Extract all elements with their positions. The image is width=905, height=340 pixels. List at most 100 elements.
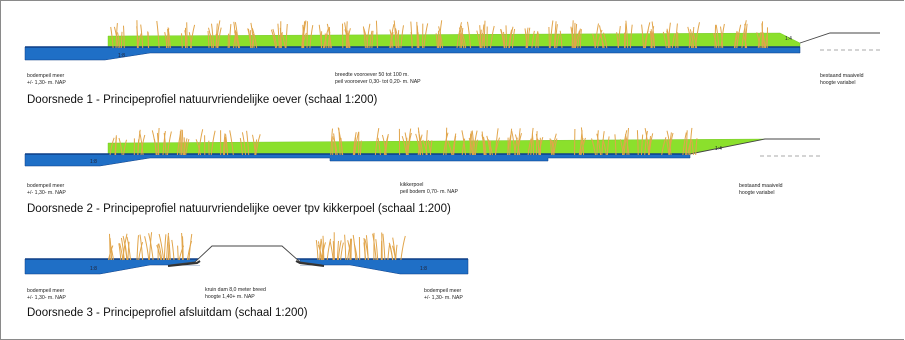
reed-stem — [156, 20, 160, 49]
reed-stem — [548, 26, 550, 49]
section-1-water — [24, 46, 801, 61]
reed-stem — [550, 139, 555, 156]
reed-stem — [667, 22, 671, 49]
reed-stem — [524, 28, 528, 49]
reed-stem — [623, 138, 627, 156]
section-1-title: Doorsnede 1 - Principeprofiel natuurvrie… — [27, 94, 377, 106]
reed-stem — [577, 28, 581, 49]
reed-stem — [234, 22, 240, 49]
reed-stem — [326, 238, 332, 261]
reed-stem — [181, 232, 184, 261]
reed-stem — [553, 21, 557, 49]
reed-stem — [344, 234, 347, 261]
section-2-label-left-line2: +/- 1,30- m. NAP — [27, 190, 66, 196]
reed-stem — [694, 22, 700, 49]
reed-stem — [395, 28, 400, 49]
reed-stem — [319, 239, 322, 261]
reed-stem — [527, 138, 532, 156]
reed-stem — [526, 27, 531, 49]
reed-stem — [580, 127, 585, 156]
reed-stem — [481, 33, 486, 49]
reed-stem — [644, 22, 651, 49]
reed-stem — [353, 137, 357, 156]
reed-stem — [460, 27, 464, 49]
reed-stem — [255, 134, 261, 156]
reed-stem — [177, 245, 179, 261]
reed-stem — [156, 244, 162, 261]
reed-stem — [228, 24, 232, 49]
reed-stem — [456, 22, 462, 49]
reed-stem — [596, 130, 599, 156]
section-2-label-mid-line2: peil bodem 0,70- m. NAP — [400, 189, 458, 195]
reed-stem — [687, 140, 692, 156]
reed-stem — [122, 235, 128, 261]
reed-stem — [340, 242, 344, 261]
reed-stem — [573, 22, 576, 49]
reed-stem — [383, 133, 389, 156]
reed-stem — [675, 23, 678, 49]
reed-stem — [531, 30, 535, 49]
reed-stem — [381, 232, 383, 261]
section-2-title: Doorsnede 2 - Principeprofiel natuurvrie… — [27, 203, 451, 215]
reed-stem — [666, 130, 672, 156]
reed-stem — [535, 31, 539, 49]
reed-stem — [122, 233, 128, 261]
reed-stem — [599, 25, 604, 49]
reed-stem — [720, 23, 725, 49]
reed-stem — [666, 30, 670, 49]
reed-stem — [126, 236, 131, 261]
reed-stem — [207, 30, 210, 49]
reed-stem — [592, 33, 596, 49]
reed-stem — [120, 31, 123, 49]
reed-stem — [138, 241, 144, 261]
reed-stem — [139, 131, 144, 156]
reed-stem — [217, 27, 222, 49]
reed-stem — [714, 24, 717, 49]
reed-stem — [734, 32, 739, 49]
reed-stem — [167, 131, 172, 156]
reed-stem — [571, 20, 574, 49]
reed-stem — [423, 23, 429, 49]
reed-stem — [344, 29, 350, 49]
reed-stem — [318, 24, 323, 49]
section-3-water — [24, 258, 201, 275]
reed-stem — [188, 233, 193, 261]
reed-stem — [685, 130, 688, 156]
reed-stem — [435, 33, 438, 49]
reed-stem — [636, 130, 639, 156]
reed-stem — [469, 133, 472, 156]
reed-stem — [362, 26, 366, 49]
reed-stem — [120, 237, 125, 261]
reed-stem — [251, 33, 254, 49]
reed-stem — [387, 243, 391, 261]
reed-stem — [337, 127, 344, 156]
reed-stem — [472, 130, 478, 156]
reed-stem — [366, 23, 371, 49]
reed-stem — [181, 33, 183, 49]
reed-stem — [720, 26, 724, 49]
reed-stem — [596, 133, 602, 156]
reed-stem — [158, 233, 165, 261]
reed-stem — [467, 21, 471, 49]
reed-stem — [508, 29, 513, 49]
reed-stem — [556, 33, 560, 49]
reed-stem — [144, 236, 150, 261]
reed-stem — [247, 28, 252, 49]
reed-stem — [733, 30, 738, 49]
reed-stem — [471, 130, 475, 156]
reed-stem — [327, 31, 331, 49]
reed-stem — [662, 31, 667, 49]
reed-stem — [530, 127, 534, 156]
reed-stem — [554, 24, 558, 49]
reed-stem — [162, 131, 166, 156]
reed-stem — [626, 127, 629, 156]
reed-stem — [139, 234, 144, 261]
reed-stem — [415, 133, 421, 156]
reed-stem — [336, 240, 339, 261]
reed-stem — [349, 238, 352, 261]
reed-stem — [574, 23, 578, 49]
reed-stem — [601, 131, 605, 156]
reed-stem — [183, 138, 188, 156]
reed-stem — [324, 33, 327, 49]
section-2-water — [24, 153, 691, 167]
